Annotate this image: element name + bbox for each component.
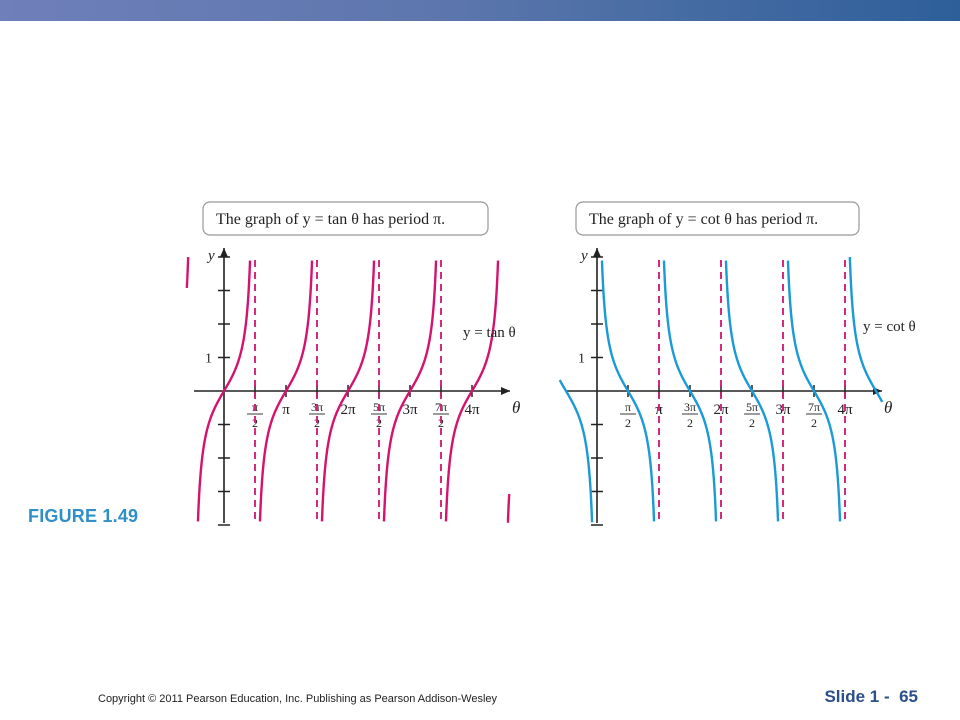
x-tick-label-denominator: 2: [625, 416, 631, 430]
y-tick-label: 1: [578, 352, 585, 367]
slide-word: Slide: [824, 687, 866, 706]
y-axis-arrow: [593, 248, 601, 257]
curve-branch: [320, 260, 376, 522]
x-tick-label: 4π: [464, 402, 480, 418]
x-tick-label: 3π: [402, 402, 418, 418]
x-axis-arrow: [501, 387, 510, 395]
x-tick-label-numerator: π: [625, 400, 631, 414]
x-tick-label-denominator: 2: [811, 416, 817, 430]
curve-branch: [662, 260, 718, 522]
y-axis-arrow: [220, 248, 228, 257]
curve-branch: [258, 260, 314, 522]
y-axis-label: y: [579, 248, 588, 264]
x-tick-label-denominator: 2: [687, 416, 693, 430]
curve-branch: [724, 260, 780, 522]
curve-label: y = cot θ: [863, 319, 916, 335]
cot-title-box: [575, 201, 860, 236]
curve-branch: [444, 260, 500, 522]
cot-title: The graph of y = cot θ has period π.: [589, 211, 818, 228]
curve-branch: [558, 379, 594, 523]
x-tick-label: 2π: [340, 402, 356, 418]
x-tick-label-numerator: 5π: [746, 400, 758, 414]
curve-branch: [185, 257, 190, 288]
curve-branch: [600, 260, 656, 522]
tan-title: The graph of y = tan θ has period π.: [216, 211, 445, 228]
x-tick-label-denominator: 2: [749, 416, 755, 430]
tan-graph-panel: The graph of y = tan θ has period π. 1 y θ…: [185, 201, 520, 526]
tan-title-box: [202, 201, 489, 236]
cot-graph-panel: The graph of y = cot θ has period π. 1 y θ…: [558, 201, 916, 526]
slide-number-value: 1 - 65: [869, 687, 918, 706]
slide-number: Slide 1 - 65: [824, 687, 918, 707]
y-axis-label: y: [206, 248, 215, 264]
x-axis-label: θ: [512, 398, 520, 417]
x-tick-label-numerator: 3π: [684, 400, 696, 414]
curve-branch: [848, 256, 884, 403]
x-tick-label-numerator: 7π: [808, 400, 820, 414]
title-bar: [0, 0, 960, 21]
y-tick-label: 1: [205, 352, 212, 367]
curve-branch: [786, 260, 842, 522]
curve-label: y = tan θ: [463, 325, 516, 341]
curve-branch: [382, 260, 438, 522]
x-tick-label: π: [282, 402, 290, 418]
copyright-text: Copyright © 2011 Pearson Education, Inc.…: [98, 693, 498, 705]
x-axis-label: θ: [884, 398, 892, 417]
figure-label: FIGURE 1.49: [28, 506, 139, 526]
curve-branch: [506, 494, 511, 523]
curve-branch: [196, 260, 252, 522]
